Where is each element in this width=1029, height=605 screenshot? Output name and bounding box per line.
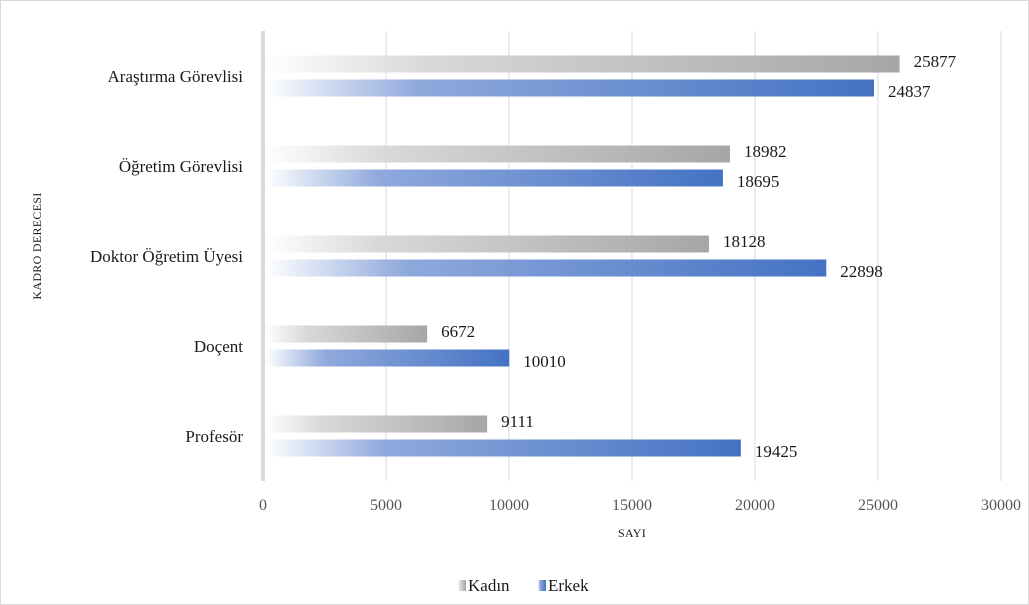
- gridlines: [385, 31, 1002, 481]
- bars: [265, 55, 900, 457]
- category-label: Profesör: [185, 427, 243, 446]
- bar-erkek: [265, 259, 827, 277]
- bar-kadın: [265, 235, 709, 253]
- category-label: Araştırma Görevlisi: [108, 67, 244, 86]
- data-label: 18982: [744, 142, 787, 161]
- bar-kadın: [265, 415, 488, 433]
- bar-erkek: [265, 349, 510, 367]
- bar-kadın: [265, 55, 900, 73]
- category-label: Öğretim Görevlisi: [119, 157, 243, 176]
- legend-label-kadın: Kadın: [468, 576, 510, 595]
- legend: Kadın Erkek: [458, 576, 589, 595]
- x-tick-label: 10000: [489, 497, 529, 514]
- data-label: 22898: [840, 262, 883, 281]
- y-axis-title: KADRO DERECESI: [30, 192, 44, 299]
- x-tick-label: 0: [259, 497, 267, 514]
- legend-swatch-kadın: [458, 580, 466, 591]
- data-label: 19425: [755, 442, 798, 461]
- data-label: 18695: [737, 172, 780, 191]
- data-label: 18128: [723, 232, 766, 251]
- data-label: 10010: [523, 352, 566, 371]
- bar-kadın: [265, 325, 428, 343]
- category-label: Doçent: [194, 337, 243, 356]
- bar-erkek: [265, 169, 723, 187]
- x-tick-label: 20000: [735, 497, 775, 514]
- x-tick-label: 25000: [858, 497, 898, 514]
- x-tick-label: 15000: [612, 497, 652, 514]
- value-labels: 25877 24837 18982 18695 18128 22898 6672 10010 9…: [441, 52, 956, 461]
- data-label: 6672: [441, 322, 475, 341]
- x-tick-labels: 0 5000 10000 15000 20000 25000 30000: [259, 497, 1021, 514]
- category-label: Doktor Öğretim Üyesi: [90, 247, 243, 266]
- x-tick-label: 5000: [370, 497, 402, 514]
- x-tick-label: 30000: [981, 497, 1021, 514]
- data-label: 25877: [914, 52, 957, 71]
- bar-erkek: [265, 79, 874, 97]
- bar-kadın: [265, 145, 730, 163]
- legend-swatch-erkek: [538, 580, 546, 591]
- bar-erkek: [265, 439, 741, 457]
- data-label: 24837: [888, 82, 931, 101]
- legend-label-erkek: Erkek: [548, 576, 589, 595]
- x-axis-title: SAYI: [618, 526, 646, 540]
- category-labels: Araştırma Görevlisi Öğretim Görevlisi Dokt…: [90, 67, 243, 446]
- data-label: 9111: [501, 412, 534, 431]
